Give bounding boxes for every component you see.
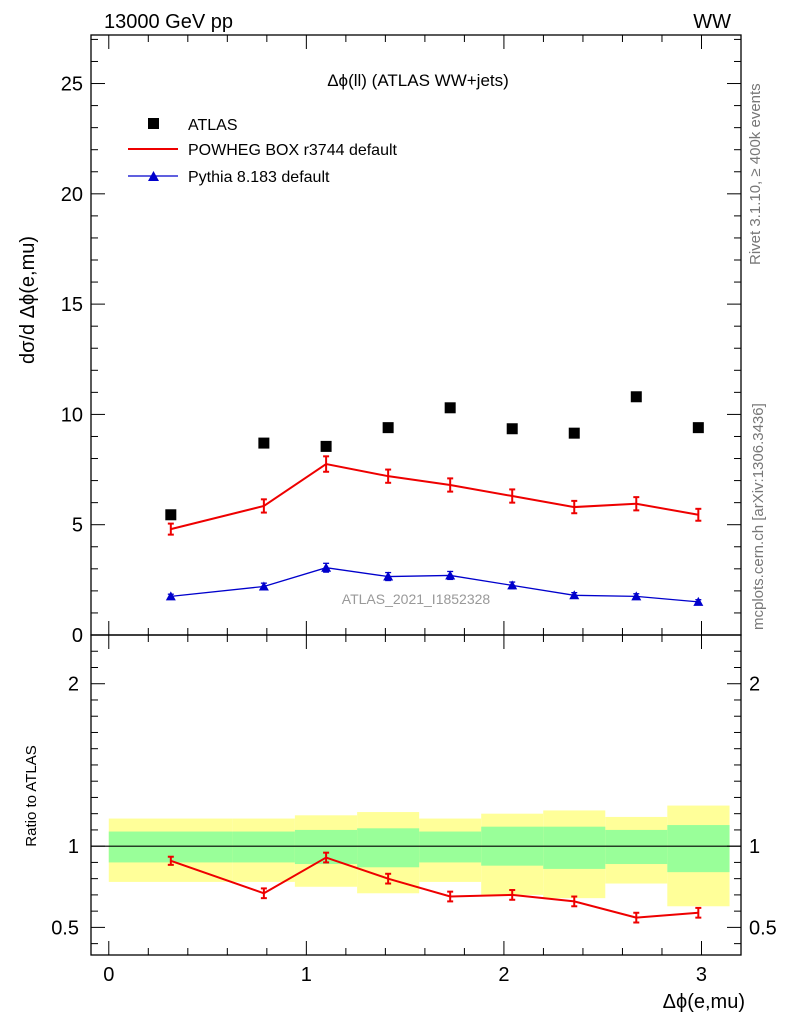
main-y-tick-label: 10	[61, 404, 83, 426]
powheg-line	[170, 462, 699, 531]
main-title: Δϕ(ll) (ATLAS WW+jets)	[327, 71, 509, 90]
pythia-point	[693, 596, 704, 606]
legend-atlas-marker	[148, 118, 159, 129]
ratio-panel: 0.5 0.5 1 1 2 2 0 1 2 3 Ratio to ATLAS Δϕ(e,mu)	[23, 634, 777, 1013]
pythia-point	[321, 562, 332, 572]
legend: ATLAS POWHEG BOX r3744 default Pythia 8.…	[128, 117, 398, 186]
legend-pythia-marker	[148, 171, 159, 181]
pythia-point	[258, 581, 269, 591]
ratio-marks	[91, 805, 741, 924]
energy-label: 13000 GeV pp	[104, 11, 233, 33]
ratio-band-inner	[232, 831, 295, 863]
ratio-band-inner	[419, 831, 482, 863]
atlas-point	[630, 391, 642, 403]
main-x-ticks	[108, 35, 702, 635]
main-y-tick-label: 20	[61, 184, 83, 206]
legend-pythia-label: Pythia 8.183 default	[188, 169, 330, 186]
ratio-y-tick-label-right: 0.5	[749, 917, 777, 939]
ratio-x-tick-label: 1	[301, 964, 312, 986]
main-y-tick-label: 25	[61, 74, 83, 96]
ratio-x-tick-label: 0	[103, 964, 114, 986]
pythia-point	[165, 591, 176, 601]
ratio-y-tick-label: 2	[68, 674, 79, 696]
atlas-point	[382, 422, 394, 434]
ratio-y-axis-label: Ratio to ATLAS	[23, 745, 40, 846]
pythia-point	[631, 591, 642, 601]
main-y-tick-label: 5	[72, 515, 83, 537]
atlas-point	[165, 509, 177, 521]
x-axis-label: Δϕ(e,mu)	[663, 991, 745, 1013]
ratio-band-inner	[667, 825, 730, 873]
analysis-label: ATLAS_2021_I1852328	[342, 591, 491, 607]
ratio-x-tick-label: 2	[498, 964, 509, 986]
ratio-band-inner	[605, 829, 668, 865]
ratio-x-ticks: 0 1 2 3	[103, 635, 707, 986]
main-panel: 0 5 10 15 20 25 Δϕ(ll) (ATLAS WW+jets) ATLAS_…	[17, 34, 742, 647]
ratio-frame	[90, 634, 742, 956]
ratio-y-tick-label: 1	[68, 836, 79, 858]
source-label: mcplots.cern.ch [arXiv:1306.3436]	[750, 403, 767, 630]
ratio-y-tick-label-right: 1	[749, 836, 760, 858]
main-y-ticks: 0 5 10 15 20 25	[61, 38, 741, 647]
legend-powheg-label: POWHEG BOX r3744 default	[188, 142, 398, 159]
pythia-point	[445, 570, 456, 580]
atlas-point	[320, 440, 332, 452]
main-y-axis-label: dσ/d Δϕ(e,mu)	[17, 236, 39, 364]
process-label: WW	[693, 11, 731, 33]
legend-atlas-label: ATLAS	[188, 117, 238, 134]
ratio-y-ticks: 0.5 0.5 1 1 2 2	[51, 650, 777, 945]
pythia-point	[569, 590, 580, 600]
main-marks	[165, 391, 704, 606]
main-y-tick-label: 15	[61, 294, 83, 316]
ratio-band-inner	[543, 826, 606, 869]
rivet-label: Rivet 3.1.10, ≥ 400k events	[747, 83, 764, 265]
ratio-band-inner	[357, 828, 420, 868]
atlas-point	[444, 402, 456, 414]
atlas-point	[568, 427, 580, 439]
atlas-point	[692, 422, 704, 434]
ratio-x-tick-label: 3	[696, 964, 707, 986]
ratio-y-tick-label: 0.5	[51, 917, 79, 939]
pythia-point	[507, 580, 518, 590]
main-y-tick-label: 0	[72, 625, 83, 647]
atlas-point	[258, 437, 270, 449]
ratio-y-tick-label-right: 2	[749, 674, 760, 696]
pythia-point	[383, 571, 394, 581]
atlas-point	[506, 423, 518, 435]
